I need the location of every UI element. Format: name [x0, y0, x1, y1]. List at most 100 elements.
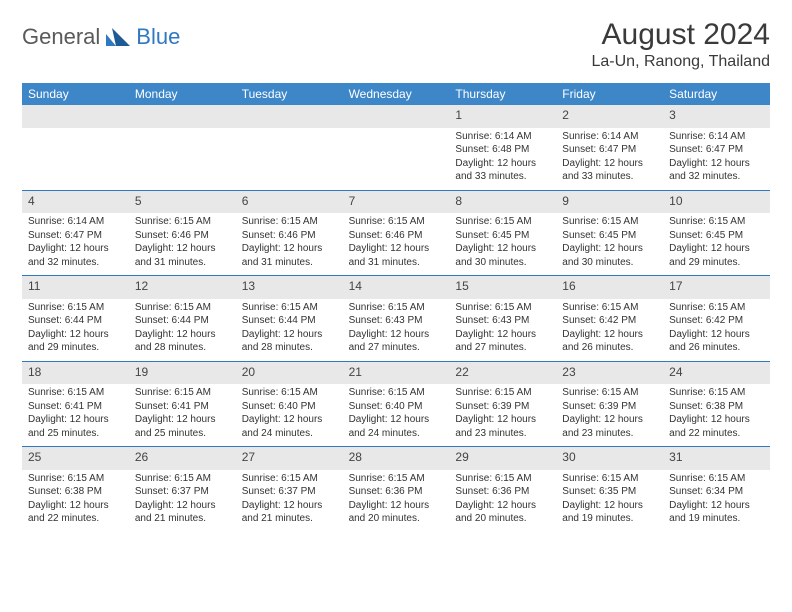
- day-number: 28: [349, 450, 444, 466]
- day-number: 23: [562, 365, 657, 381]
- sunset-line: Sunset: 6:43 PM: [349, 314, 444, 328]
- day-number: 12: [135, 279, 230, 295]
- sunset-line: Sunset: 6:40 PM: [242, 400, 337, 414]
- sunset-line: Sunset: 6:47 PM: [562, 143, 657, 157]
- sunset-line: Sunset: 6:37 PM: [135, 485, 230, 499]
- day-detail-cell: [22, 128, 129, 190]
- daylight-line: Daylight: 12 hours and 33 minutes.: [562, 157, 657, 184]
- day-number: 27: [242, 450, 337, 466]
- day-detail-cell: [129, 128, 236, 190]
- day-detail-cell: Sunrise: 6:15 AMSunset: 6:45 PMDaylight:…: [556, 213, 663, 275]
- day-number: 5: [135, 194, 230, 210]
- daylight-line: Daylight: 12 hours and 27 minutes.: [455, 328, 550, 355]
- calendar: Sunday Monday Tuesday Wednesday Thursday…: [22, 83, 770, 532]
- sunrise-line: Sunrise: 6:15 AM: [669, 215, 764, 229]
- day-number-cell: 4: [22, 190, 129, 214]
- sunrise-line: Sunrise: 6:15 AM: [135, 386, 230, 400]
- sunrise-line: Sunrise: 6:14 AM: [455, 130, 550, 144]
- header: General Blue August 2024 La-Un, Ranong, …: [22, 18, 770, 71]
- daylight-line: Daylight: 12 hours and 19 minutes.: [562, 499, 657, 526]
- day-detail-cell: Sunrise: 6:14 AMSunset: 6:48 PMDaylight:…: [449, 128, 556, 190]
- daylight-line: Daylight: 12 hours and 22 minutes.: [28, 499, 123, 526]
- sunset-line: Sunset: 6:38 PM: [669, 400, 764, 414]
- daylight-line: Daylight: 12 hours and 26 minutes.: [562, 328, 657, 355]
- day-number: 14: [349, 279, 444, 295]
- day-number-cell: 9: [556, 190, 663, 214]
- daylight-line: Daylight: 12 hours and 23 minutes.: [562, 413, 657, 440]
- day-number: 16: [562, 279, 657, 295]
- daylight-line: Daylight: 12 hours and 28 minutes.: [242, 328, 337, 355]
- sunrise-line: Sunrise: 6:15 AM: [562, 386, 657, 400]
- week-daynum-row: 11121314151617: [22, 275, 770, 299]
- sunset-line: Sunset: 6:35 PM: [562, 485, 657, 499]
- sunrise-line: Sunrise: 6:15 AM: [669, 472, 764, 486]
- dow-monday: Monday: [129, 83, 236, 105]
- day-detail-cell: Sunrise: 6:15 AMSunset: 6:41 PMDaylight:…: [22, 384, 129, 446]
- week-detail-row: Sunrise: 6:15 AMSunset: 6:38 PMDaylight:…: [22, 470, 770, 532]
- sunset-line: Sunset: 6:39 PM: [562, 400, 657, 414]
- day-number-cell: 23: [556, 361, 663, 385]
- week-detail-row: Sunrise: 6:15 AMSunset: 6:41 PMDaylight:…: [22, 384, 770, 446]
- sunset-line: Sunset: 6:44 PM: [135, 314, 230, 328]
- sunset-line: Sunset: 6:43 PM: [455, 314, 550, 328]
- daylight-line: Daylight: 12 hours and 19 minutes.: [669, 499, 764, 526]
- day-number-cell: 22: [449, 361, 556, 385]
- sunset-line: Sunset: 6:41 PM: [28, 400, 123, 414]
- day-detail-cell: Sunrise: 6:15 AMSunset: 6:37 PMDaylight:…: [129, 470, 236, 532]
- day-number: 19: [135, 365, 230, 381]
- day-detail-cell: [343, 128, 450, 190]
- day-number-cell: 5: [129, 190, 236, 214]
- sunrise-line: Sunrise: 6:15 AM: [135, 215, 230, 229]
- day-detail-cell: Sunrise: 6:15 AMSunset: 6:46 PMDaylight:…: [343, 213, 450, 275]
- daylight-line: Daylight: 12 hours and 21 minutes.: [242, 499, 337, 526]
- day-number: 3: [669, 108, 764, 124]
- day-number-cell: 18: [22, 361, 129, 385]
- day-number: 11: [28, 279, 123, 295]
- page: General Blue August 2024 La-Un, Ranong, …: [0, 0, 792, 612]
- day-detail-cell: Sunrise: 6:14 AMSunset: 6:47 PMDaylight:…: [556, 128, 663, 190]
- daylight-line: Daylight: 12 hours and 20 minutes.: [455, 499, 550, 526]
- sunset-line: Sunset: 6:34 PM: [669, 485, 764, 499]
- day-number-cell: [236, 105, 343, 128]
- day-number: 7: [349, 194, 444, 210]
- sunset-line: Sunset: 6:48 PM: [455, 143, 550, 157]
- sunrise-line: Sunrise: 6:15 AM: [455, 472, 550, 486]
- sunrise-line: Sunrise: 6:15 AM: [242, 386, 337, 400]
- sunset-line: Sunset: 6:36 PM: [349, 485, 444, 499]
- day-number-cell: [343, 105, 450, 128]
- week-daynum-row: 18192021222324: [22, 361, 770, 385]
- day-number-cell: 29: [449, 446, 556, 470]
- day-number-cell: [22, 105, 129, 128]
- sunset-line: Sunset: 6:39 PM: [455, 400, 550, 414]
- sunrise-line: Sunrise: 6:15 AM: [669, 386, 764, 400]
- day-number: 8: [455, 194, 550, 210]
- sunrise-line: Sunrise: 6:14 AM: [562, 130, 657, 144]
- month-title: August 2024: [592, 18, 771, 51]
- day-number: 15: [455, 279, 550, 295]
- daylight-line: Daylight: 12 hours and 27 minutes.: [349, 328, 444, 355]
- daylight-line: Daylight: 12 hours and 28 minutes.: [135, 328, 230, 355]
- day-number-cell: 12: [129, 275, 236, 299]
- weeks-container: 123Sunrise: 6:14 AMSunset: 6:48 PMDaylig…: [22, 105, 770, 532]
- sunrise-line: Sunrise: 6:15 AM: [28, 386, 123, 400]
- day-number-cell: 24: [663, 361, 770, 385]
- day-detail-cell: Sunrise: 6:15 AMSunset: 6:45 PMDaylight:…: [663, 213, 770, 275]
- day-detail-cell: Sunrise: 6:15 AMSunset: 6:46 PMDaylight:…: [236, 213, 343, 275]
- day-number-cell: 16: [556, 275, 663, 299]
- dow-friday: Friday: [556, 83, 663, 105]
- day-detail-cell: Sunrise: 6:15 AMSunset: 6:35 PMDaylight:…: [556, 470, 663, 532]
- sunrise-line: Sunrise: 6:15 AM: [562, 301, 657, 315]
- day-number: 1: [455, 108, 550, 124]
- sunset-line: Sunset: 6:40 PM: [349, 400, 444, 414]
- daylight-line: Daylight: 12 hours and 25 minutes.: [28, 413, 123, 440]
- sunrise-line: Sunrise: 6:15 AM: [455, 386, 550, 400]
- day-number-cell: [129, 105, 236, 128]
- week-daynum-row: 123: [22, 105, 770, 128]
- dow-wednesday: Wednesday: [343, 83, 450, 105]
- sunset-line: Sunset: 6:46 PM: [242, 229, 337, 243]
- day-number: 17: [669, 279, 764, 295]
- sunrise-line: Sunrise: 6:15 AM: [242, 215, 337, 229]
- brand-text-1: General: [22, 24, 100, 50]
- day-number-cell: 15: [449, 275, 556, 299]
- day-detail-cell: [236, 128, 343, 190]
